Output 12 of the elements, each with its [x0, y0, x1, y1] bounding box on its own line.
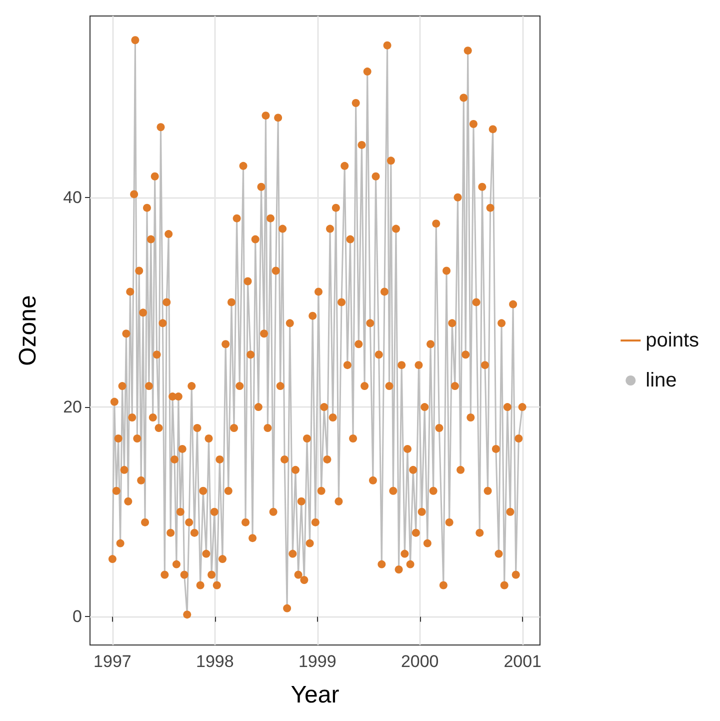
x-tick-label: 1997 — [94, 652, 132, 671]
legend-label: line — [646, 370, 677, 392]
x-tick-label: 1998 — [196, 652, 234, 671]
x-tick-label: 2001 — [504, 652, 542, 671]
x-axis-title: Year — [290, 682, 340, 708]
x-tick-label: 1999 — [298, 652, 336, 671]
y-axis-title: Ozone — [14, 295, 42, 366]
x-tick-label: 2000 — [400, 652, 439, 671]
y-tick-label: 20 — [63, 398, 82, 417]
y-tick-label: 40 — [63, 188, 82, 207]
legend-label: points — [646, 330, 700, 352]
y-tick-label: 0 — [72, 607, 82, 626]
